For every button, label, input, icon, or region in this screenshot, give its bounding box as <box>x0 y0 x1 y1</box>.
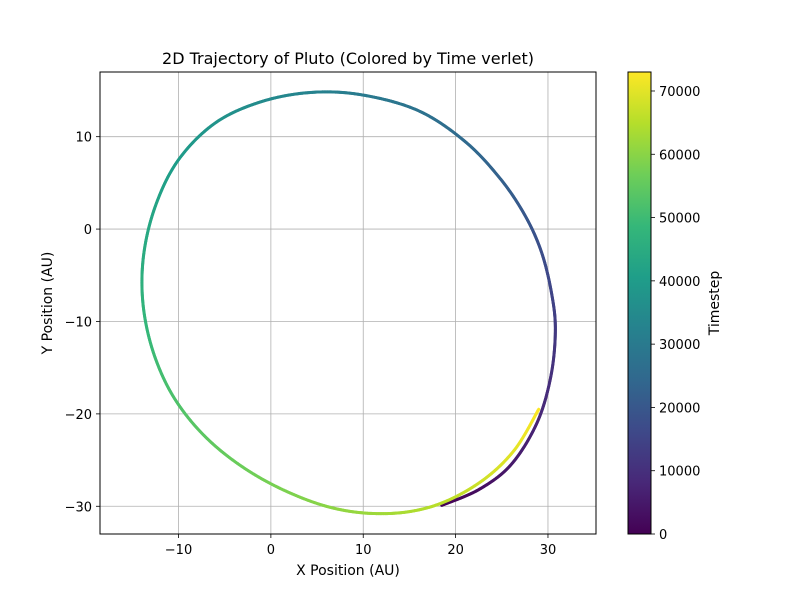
trajectory-points <box>140 90 557 516</box>
x-tick-label: 20 <box>447 543 464 558</box>
colorbar-tick-label: 20000 <box>659 401 700 416</box>
plot-area: −10 0 10 20 30 −30 −20 −10 0 10 <box>65 71 597 558</box>
y-tick-label: 0 <box>84 223 92 238</box>
x-tick-label: −10 <box>165 543 192 558</box>
colorbar-tick-label: 10000 <box>659 465 700 480</box>
y-axis: −30 −20 −10 0 10 <box>65 131 100 515</box>
colorbar: 0 10000 20000 30000 40000 50000 60000 70000 Tim… <box>627 71 723 543</box>
y-tick-label: −30 <box>65 500 92 515</box>
colorbar-label: Timestep <box>707 271 723 337</box>
x-axis: −10 0 10 20 30 <box>165 534 556 558</box>
chart-title: 2D Trajectory of Pluto (Colored by Time … <box>162 49 534 68</box>
x-tick-label: 10 <box>355 543 372 558</box>
colorbar-tick-label: 40000 <box>659 275 700 290</box>
colorbar-tick-label: 30000 <box>659 338 700 353</box>
plot-background <box>100 72 596 534</box>
y-tick-label: 10 <box>75 131 92 146</box>
colorbar-tick-label: 0 <box>659 528 667 543</box>
y-tick-label: −20 <box>65 408 92 423</box>
y-tick-label: −10 <box>65 315 92 330</box>
x-tick-label: 0 <box>267 543 275 558</box>
x-axis-label: X Position (AU) <box>296 563 400 579</box>
colorbar-tick-label: 50000 <box>659 212 700 227</box>
grid-lines <box>100 72 596 534</box>
colorbar-tick-label: 70000 <box>659 85 700 100</box>
colorbar-ticks: 0 10000 20000 30000 40000 50000 60000 70000 <box>651 85 700 543</box>
y-axis-label: Y Position (AU) <box>40 252 56 356</box>
colorbar-tick-label: 60000 <box>659 148 700 163</box>
x-tick-label: 30 <box>540 543 557 558</box>
colorbar-gradient <box>627 71 652 535</box>
plot-frame <box>99 71 597 535</box>
